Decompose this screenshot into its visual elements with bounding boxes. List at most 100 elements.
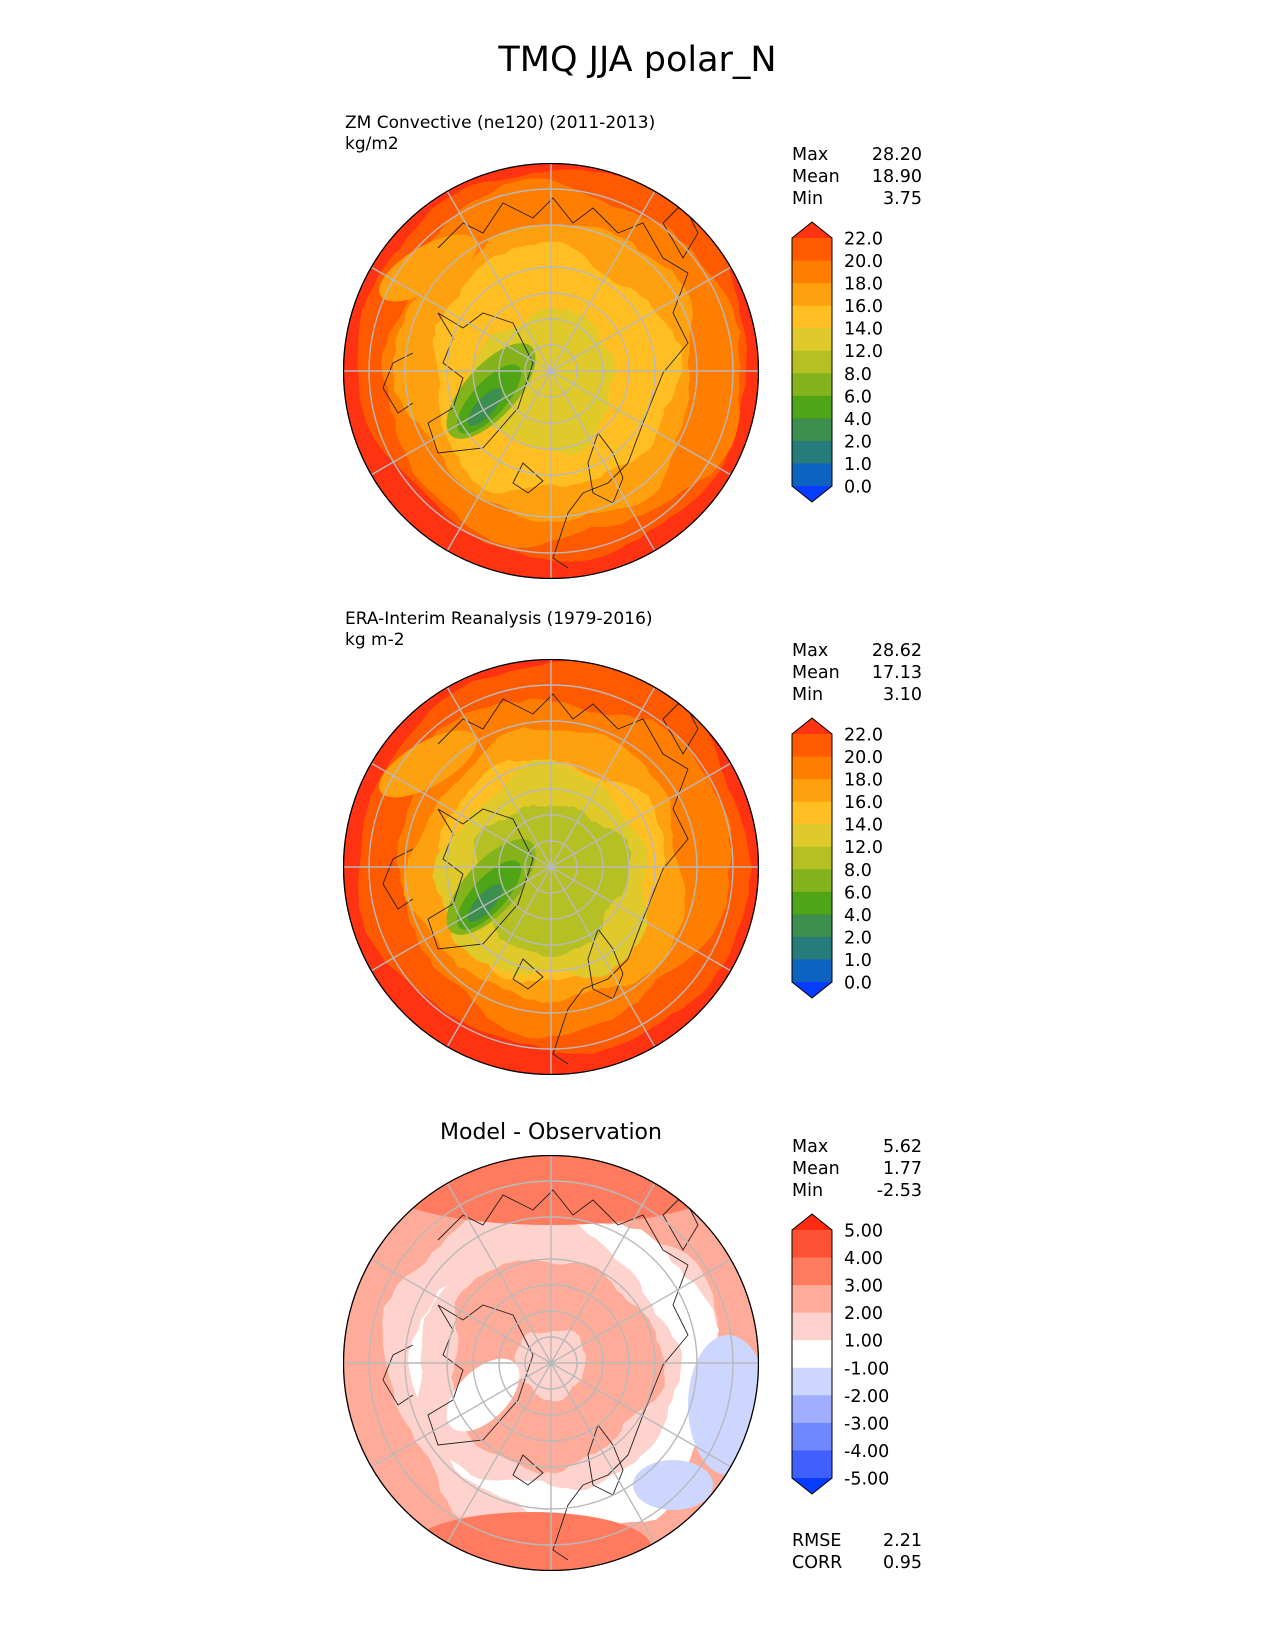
- map-boundary: [343, 659, 759, 1075]
- field-layer: [633, 1460, 713, 1510]
- coastline: [662, 698, 699, 755]
- coastline: [552, 492, 584, 569]
- polar-map-observation: [343, 659, 759, 1075]
- colorbar-extend-bottom: [792, 982, 832, 998]
- colorbar-tick-label: 18.0: [844, 771, 883, 791]
- colorbar-tick-label: 1.0: [844, 951, 872, 971]
- colorbar-swatch: [792, 1285, 832, 1314]
- coastline: [512, 462, 544, 494]
- polar-map-model: [343, 163, 759, 579]
- colorbar-swatch: [792, 756, 832, 780]
- meridian-line: [446, 1182, 656, 1544]
- colorbar-swatch: [792, 869, 832, 893]
- colorbar-tick-label: 4.0: [844, 410, 872, 430]
- colorbar-swatch: [792, 238, 832, 262]
- colorbar-tick-label: 5.00: [844, 1222, 883, 1242]
- stat-label: Max: [792, 145, 829, 165]
- coastline: [437, 693, 689, 770]
- colorbar-extend-bottom: [792, 486, 832, 502]
- colorbar-swatch: [792, 305, 832, 329]
- colorbar-outline: [791, 717, 833, 999]
- stat-label: Min: [792, 189, 824, 209]
- colorbar-extend-bottom: [792, 1478, 832, 1494]
- colorbar-tick-label: 16.0: [844, 297, 883, 317]
- stat-value: 0.95: [883, 1553, 922, 1573]
- colorbar-extend-top: [792, 718, 832, 734]
- coastline: [437, 197, 689, 274]
- coastline: [662, 1194, 699, 1251]
- stat-label: Min: [792, 1181, 824, 1201]
- colorbar-swatch: [792, 1340, 832, 1369]
- colorbar-tick-label: -1.00: [844, 1359, 889, 1379]
- colorbar-tick-label: 8.0: [844, 365, 872, 385]
- coastline: [427, 1304, 534, 1446]
- colorbar-swatch: [792, 373, 832, 397]
- colorbar-tick-label: 2.00: [844, 1304, 883, 1324]
- stat-min: Min -2.53: [792, 1180, 922, 1202]
- stat-corr: CORR 0.95: [792, 1552, 922, 1574]
- coastline: [382, 848, 414, 910]
- colorbar-swatch: [792, 734, 832, 758]
- field-layer: [467, 388, 503, 426]
- stat-label: CORR: [792, 1553, 843, 1573]
- figure-title: TMQ JJA polar_N: [498, 40, 777, 80]
- stat-label: Mean: [792, 167, 840, 187]
- colorbar-swatch: [792, 1450, 832, 1479]
- colorbar-tick-label: 0.0: [844, 478, 872, 498]
- stat-value: 2.21: [883, 1531, 922, 1551]
- coastline: [382, 1344, 414, 1406]
- field-layer: [379, 234, 477, 302]
- map-boundary: [343, 1155, 759, 1571]
- colorbar-swatch: [792, 914, 832, 938]
- panel-observation-stats: Max 28.62 Mean 17.13 Min 3.10: [792, 640, 922, 706]
- stat-min: Min 3.10: [792, 684, 922, 706]
- panel-difference-stats: Max 5.62 Mean 1.77 Min -2.53: [792, 1136, 922, 1202]
- stat-value: 17.13: [871, 663, 922, 683]
- colorbar-swatch: [792, 1422, 832, 1451]
- colorbar-swatch: [792, 395, 832, 419]
- colorbar-tick-label: 1.00: [844, 1332, 883, 1352]
- coastline: [437, 1189, 689, 1266]
- colorbar-tick-label: 8.0: [844, 861, 872, 881]
- colorbar-tick-label: 12.0: [844, 342, 883, 362]
- field-layer: [471, 308, 616, 455]
- colorbar-swatch: [792, 1230, 832, 1259]
- stat-mean: Mean 17.13: [792, 662, 922, 684]
- colorbar-swatch: [792, 1395, 832, 1424]
- colorbar-tick-label: 14.0: [844, 320, 883, 340]
- coastline: [512, 958, 544, 990]
- stat-label: Min: [792, 685, 824, 705]
- field-layer: [467, 884, 503, 922]
- stat-value: 5.62: [883, 1137, 922, 1157]
- meridian-line: [446, 190, 656, 552]
- stat-rmse: RMSE 2.21: [792, 1530, 922, 1552]
- colorbar-observation: 22.020.0 18.016.0 14.012.0 8.06.0 4.02.0 1.0 0…: [791, 717, 883, 999]
- stat-min: Min 3.75: [792, 188, 922, 210]
- colorbar-tick-label: 20.0: [844, 252, 883, 272]
- colorbar-swatch: [792, 824, 832, 848]
- stat-label: Max: [792, 1137, 829, 1157]
- colorbar-tick-label: 4.00: [844, 1249, 883, 1269]
- colorbar-tick-label: 6.0: [844, 883, 872, 903]
- stat-max: Max 5.62: [792, 1136, 922, 1158]
- colorbar-swatch: [792, 440, 832, 464]
- stat-mean: Mean 1.77: [792, 1158, 922, 1180]
- stat-value: 3.10: [883, 685, 922, 705]
- colorbar-swatch: [792, 936, 832, 960]
- colorbar-tick-label: 4.0: [844, 906, 872, 926]
- colorbar-tick-label: 22.0: [844, 230, 883, 250]
- coastline: [382, 352, 414, 414]
- panel-model-stats: Max 28.20 Mean 18.90 Min 3.75: [792, 144, 922, 210]
- panel-model-title: ZM Convective (ne120) (2011-2013) kg/m2: [345, 113, 655, 155]
- colorbar-tick-label: 20.0: [844, 748, 883, 768]
- stat-label: Mean: [792, 1159, 840, 1179]
- colorbar-swatch: [792, 418, 832, 442]
- colorbar-tick-label: 0.0: [844, 974, 872, 994]
- colorbar-swatch: [792, 846, 832, 870]
- colorbar-swatch: [792, 1257, 832, 1286]
- colorbar-tick-label: 18.0: [844, 275, 883, 295]
- colorbar-tick-label: 6.0: [844, 387, 872, 407]
- colorbar-swatch: [792, 801, 832, 825]
- field-layer: [379, 730, 477, 798]
- coastline: [427, 312, 534, 454]
